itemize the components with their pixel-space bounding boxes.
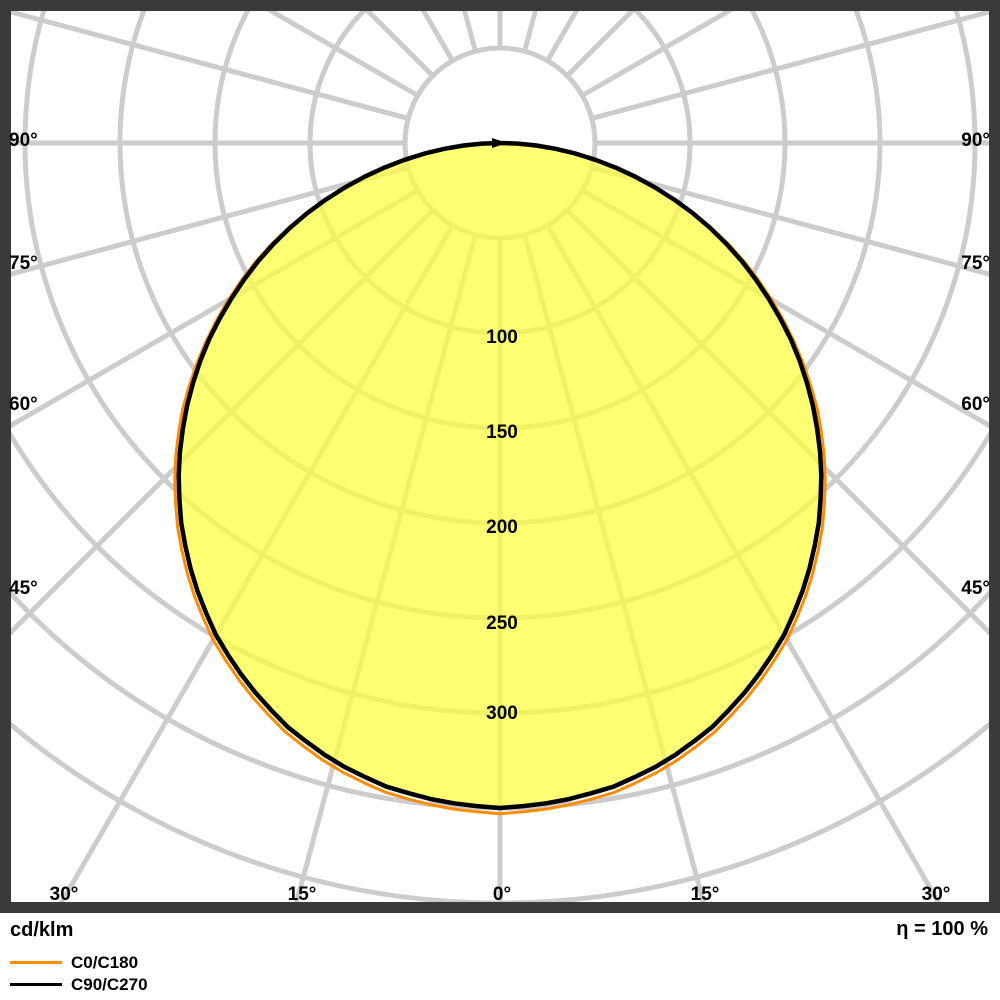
plot-border [0,0,1000,913]
unit-label: cd/klm [10,919,74,941]
radial-tick-100: 100 [486,327,518,348]
angle-label-right-45: 45° [961,578,990,599]
curve-c90-c270 [176,140,824,811]
radial-tick-200: 200 [486,517,518,538]
legend-swatch-c0-c180 [10,961,62,964]
angle-label-bottom-15-left: 15° [287,884,317,905]
angle-label-right-75: 75° [961,253,990,274]
legend-label-c90-c270: C90/C270 [71,975,148,994]
angle-label-left-60: 60° [9,394,38,415]
angle-label-bottom-0: 0° [492,884,512,905]
efficiency-label: η = 100 % [896,918,988,940]
radial-tick-150: 150 [486,422,518,443]
legend-label-c0-c180: C0/C180 [71,953,139,972]
angle-label-right-90: 90° [961,130,990,151]
angle-label-right-60: 60° [961,394,990,415]
legend-swatch-c90-c270 [10,983,62,986]
angle-label-left-90: 90° [9,130,38,151]
angle-label-left-45: 45° [9,578,38,599]
angle-label-bottom-15-right: 15° [690,884,720,905]
curve-start-arrow-icon [492,138,507,148]
radial-tick-300: 300 [486,703,518,724]
angle-label-bottom-30-right: 30° [921,884,951,905]
angle-label-bottom-30-left: 30° [49,884,79,905]
angle-label-left-75: 75° [9,253,38,274]
radial-tick-250: 250 [486,613,518,634]
